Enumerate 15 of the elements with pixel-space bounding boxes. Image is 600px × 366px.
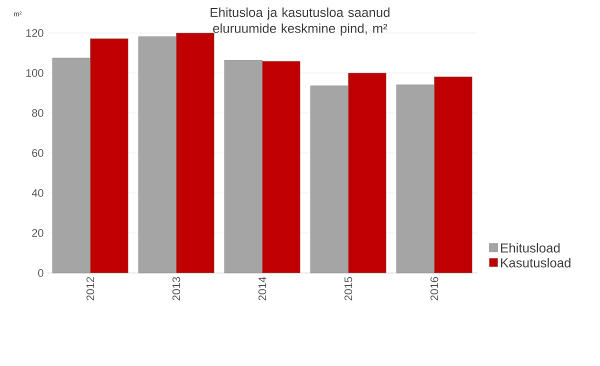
y-tick-label: 120	[26, 29, 44, 37]
x-tick-label: 2014	[258, 276, 266, 300]
y-tick-label: 40	[32, 189, 44, 197]
x-tick-label: 2015	[344, 276, 352, 300]
y-tick-label: 80	[32, 109, 44, 117]
legend-label: Kasutusload	[501, 258, 570, 268]
y-tick-label: 60	[32, 149, 44, 157]
x-tick-label: 2016	[430, 277, 438, 300]
legend-label: Ehitusload	[501, 243, 560, 253]
y-tick-label: 100	[26, 69, 44, 77]
y-tick-label: 20	[32, 229, 44, 237]
y-tick-label: 0	[38, 269, 44, 277]
chart-title: Ehitusloa ja kasutusloa saanud eluruumide keskmine pind, m²	[210, 8, 390, 36]
x-tick-label: 2013	[172, 277, 180, 300]
x-tick-label: 2012	[86, 277, 94, 300]
